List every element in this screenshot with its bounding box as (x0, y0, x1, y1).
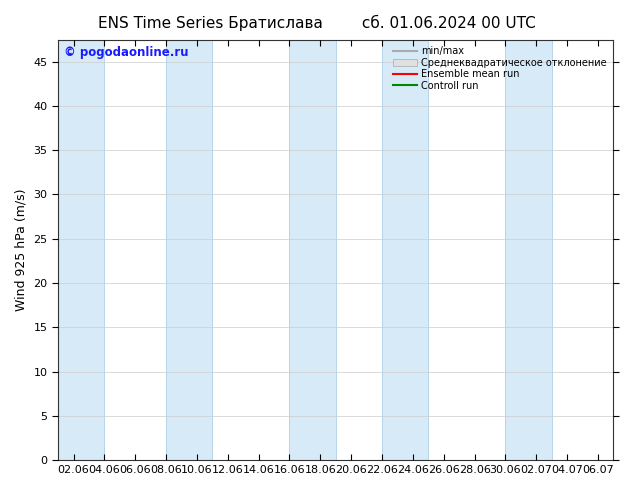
Bar (58, 40, 105, 460)
Bar (166, 40, 212, 460)
Legend: min/max, Среднеквадратическое отклонение, Ensemble mean run, Controll run: min/max, Среднеквадратическое отклонение… (391, 45, 609, 93)
Text: © pogodaonline.ru: © pogodaonline.ru (63, 46, 188, 59)
Y-axis label: Wind 925 hPa (m/s): Wind 925 hPa (m/s) (15, 189, 28, 311)
Bar (382, 40, 429, 460)
Text: ENS Time Series Братислава        сб. 01.06.2024 00 UTC: ENS Time Series Братислава сб. 01.06.202… (98, 15, 536, 31)
Bar (505, 40, 552, 460)
Bar (290, 40, 336, 460)
